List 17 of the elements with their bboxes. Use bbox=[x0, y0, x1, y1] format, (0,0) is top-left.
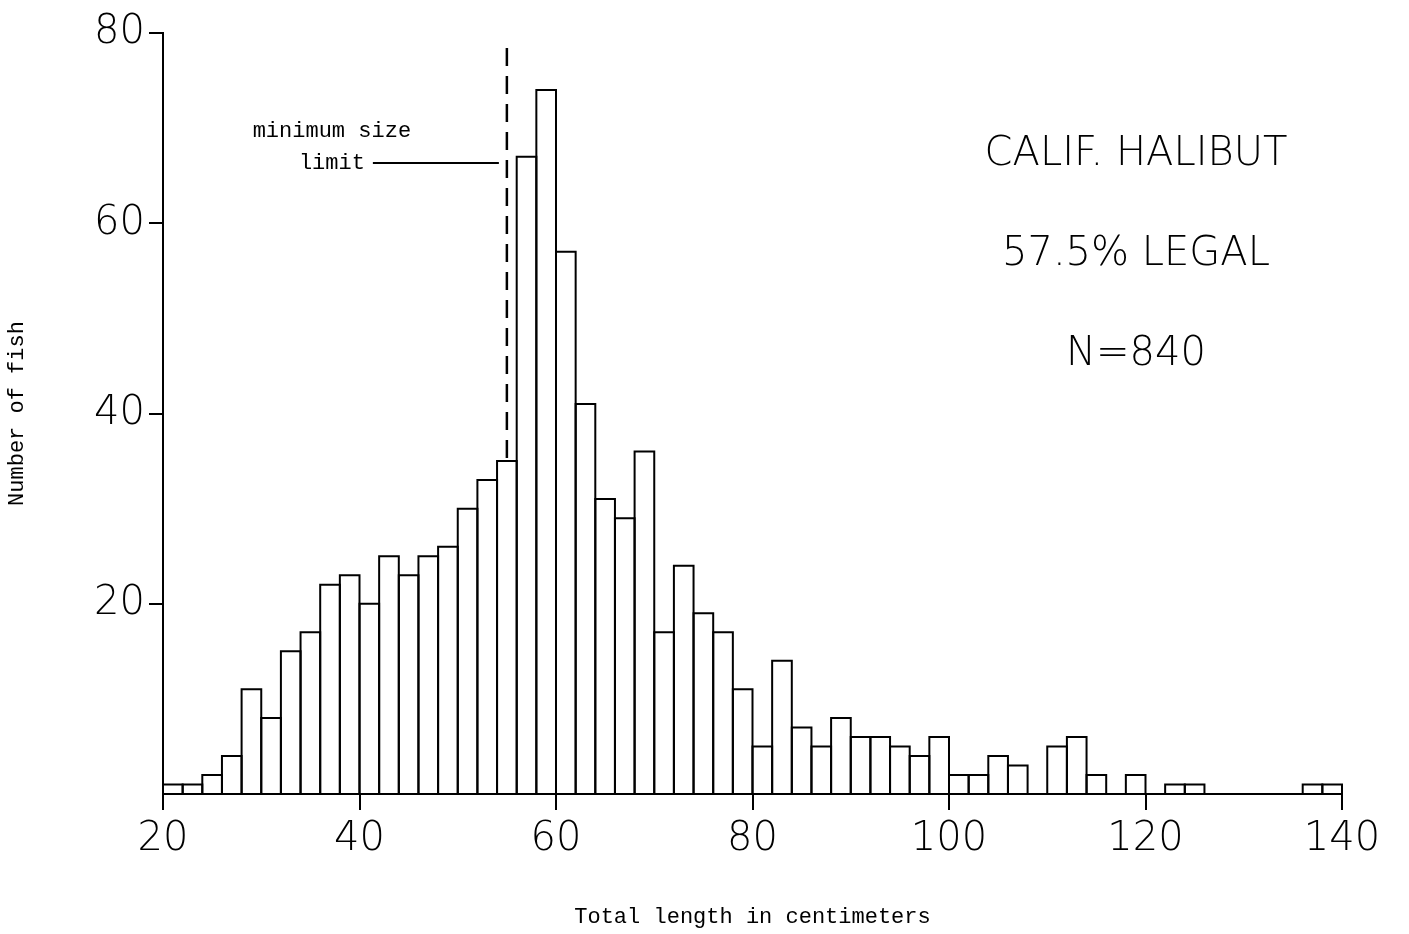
x-axis-title: Total length in centimeters bbox=[574, 904, 931, 930]
x-tick-label: 60 bbox=[530, 813, 582, 860]
annotation: 57.5% LEGAL bbox=[1002, 228, 1270, 275]
ref-line-label: minimum size limit bbox=[252, 118, 412, 176]
x-tick-label: 20 bbox=[137, 813, 189, 860]
y-axis-title: Number of fish bbox=[5, 321, 31, 506]
x-tick-label: 100 bbox=[910, 813, 988, 860]
y-tick-label: 40 bbox=[94, 386, 145, 433]
annotation: N=840 bbox=[1066, 328, 1206, 375]
x-tick-label: 140 bbox=[1303, 813, 1381, 860]
y-tick-label: 60 bbox=[94, 196, 145, 243]
x-tick-label: 40 bbox=[334, 813, 385, 860]
x-tick-label: 120 bbox=[1107, 813, 1184, 860]
y-tick-label: 80 bbox=[94, 6, 145, 53]
annotation: CALIF. HALIBUT bbox=[984, 128, 1288, 175]
x-tick-label: 80 bbox=[727, 813, 778, 860]
y-tick-label: 20 bbox=[94, 577, 145, 624]
